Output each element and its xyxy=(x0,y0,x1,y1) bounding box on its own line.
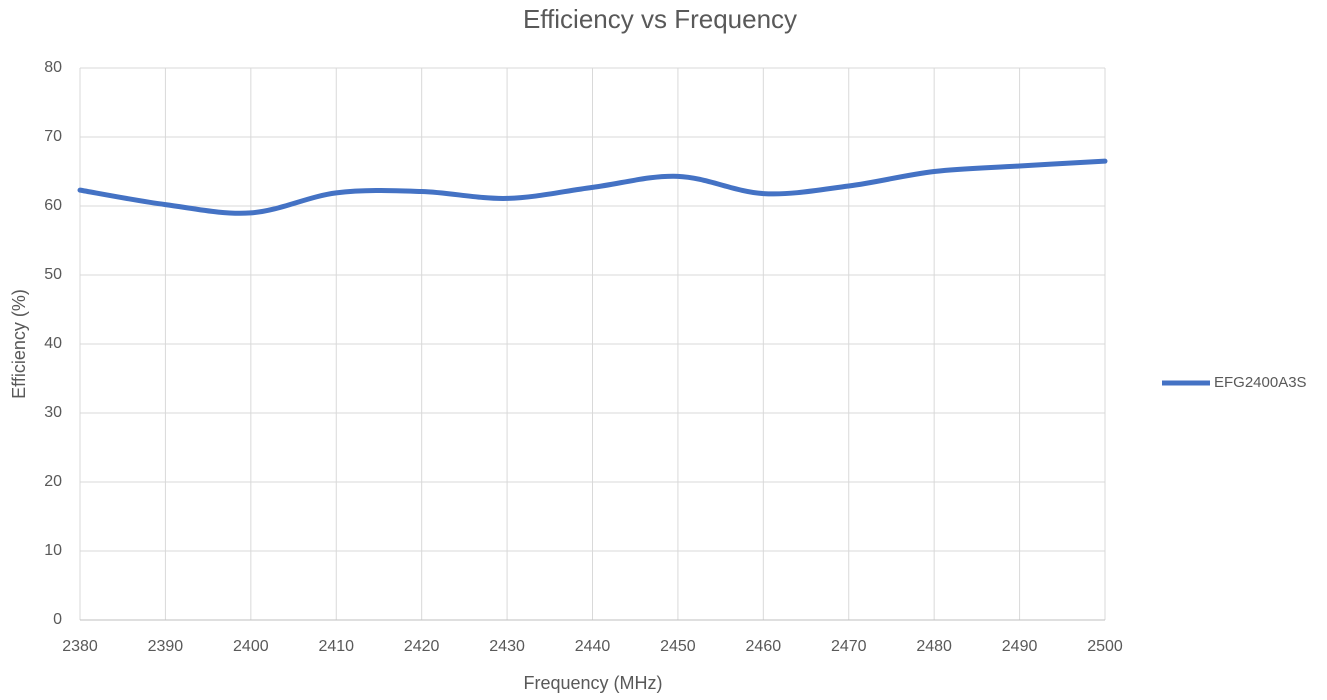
line-series xyxy=(77,158,1108,216)
chart-title: Efficiency vs Frequency xyxy=(523,4,797,34)
x-tick-label: 2490 xyxy=(1002,638,1038,655)
x-tick-label: 2430 xyxy=(489,638,525,655)
x-tick-label: 2440 xyxy=(575,638,611,655)
y-tick-label: 20 xyxy=(44,473,62,490)
x-tick-label: 2480 xyxy=(916,638,952,655)
x-tick-label: 2410 xyxy=(318,638,354,655)
y-tick-label: 60 xyxy=(44,197,62,214)
x-tick-label: 2400 xyxy=(233,638,269,655)
y-tick-label: 70 xyxy=(44,128,62,145)
y-tick-label: 40 xyxy=(44,335,62,352)
y-tick-label: 0 xyxy=(53,611,62,628)
y-tick-label: 50 xyxy=(44,266,62,283)
x-tick-label: 2390 xyxy=(148,638,184,655)
x-axis-label: Frequency (MHz) xyxy=(523,673,662,693)
x-tick-label: 2450 xyxy=(660,638,696,655)
y-tick-label: 30 xyxy=(44,404,62,421)
x-tick-label: 2460 xyxy=(746,638,782,655)
x-tick-label: 2470 xyxy=(831,638,867,655)
y-tick-label: 10 xyxy=(44,542,62,559)
x-tick-label: 2380 xyxy=(62,638,98,655)
legend-label: EFG2400A3S xyxy=(1214,374,1307,391)
x-tick-label: 2500 xyxy=(1087,638,1123,655)
x-tick-label: 2420 xyxy=(404,638,440,655)
y-axis-label: Efficiency (%) xyxy=(9,289,29,399)
y-tick-label: 80 xyxy=(44,59,62,76)
